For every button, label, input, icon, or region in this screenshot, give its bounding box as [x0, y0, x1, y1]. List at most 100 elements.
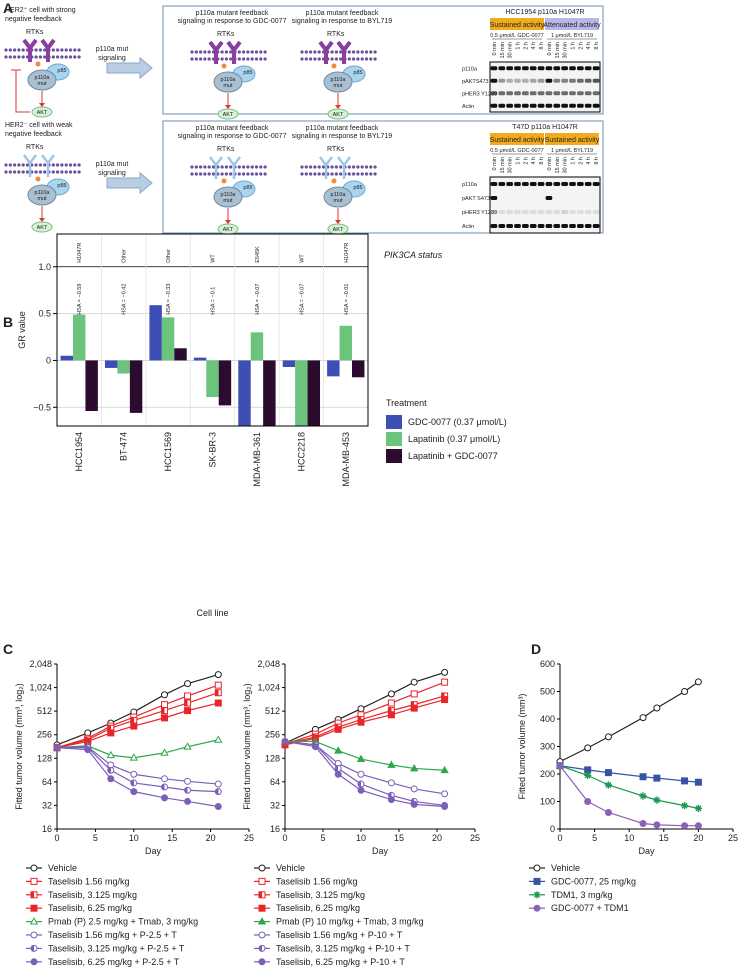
membrane	[17, 55, 21, 59]
protein-label: Actin	[462, 224, 474, 230]
membrane	[56, 163, 60, 167]
arrow-head	[39, 218, 45, 222]
membrane	[34, 55, 38, 59]
time-label: 8 h	[539, 42, 545, 50]
marker	[584, 744, 592, 752]
band	[577, 182, 584, 186]
membrane	[356, 165, 360, 169]
legend-marker	[533, 891, 541, 899]
x-tick-label: 15	[394, 833, 404, 843]
time-label: 30 min	[508, 42, 514, 59]
band	[561, 182, 568, 186]
p110	[323, 71, 353, 93]
time-label: 2 h	[578, 157, 584, 165]
membrane	[330, 172, 334, 176]
arrow-label: p110a mut	[96, 161, 129, 168]
blot	[489, 176, 601, 234]
legend-marker	[30, 904, 38, 912]
membrane	[4, 55, 8, 59]
legend-label: Taselisib 1.56 mg/kg + P-2.5 + T	[48, 930, 177, 940]
membrane	[263, 165, 267, 169]
band	[498, 78, 506, 83]
band	[529, 78, 537, 83]
diagram-label: mut	[37, 196, 47, 202]
legend-marker	[30, 891, 38, 899]
receptor	[337, 156, 351, 179]
series-line	[284, 740, 445, 808]
membrane	[199, 172, 203, 176]
band	[498, 66, 506, 71]
arrow-head	[335, 220, 341, 224]
bar	[193, 357, 207, 361]
membrane	[373, 165, 377, 169]
status-label: Other	[122, 249, 128, 263]
marker	[681, 777, 689, 785]
x-axis-label: Day	[372, 846, 389, 856]
band	[506, 224, 513, 228]
legend-swatch	[386, 432, 402, 446]
band	[577, 224, 584, 228]
panel-label: D	[531, 641, 541, 657]
membrane	[51, 48, 55, 52]
legend-label: Taselisib, 3.125 mg/kg + P-10 + T	[276, 943, 410, 953]
series-line	[559, 765, 699, 809]
membrane	[43, 55, 47, 59]
band	[490, 196, 498, 200]
treatment-label: 0.5 μmol/L GDC-0077	[490, 148, 543, 154]
phospho	[221, 63, 227, 69]
x-axis-label: Day	[145, 846, 162, 856]
membrane	[304, 50, 308, 54]
y-tick-label: 16	[270, 824, 280, 834]
y-tick-label: 1,024	[257, 683, 280, 693]
band	[537, 210, 545, 214]
phospho	[331, 178, 337, 184]
hsa-label: HSA = −0.33	[166, 284, 172, 315]
x-tick-label: 10	[356, 833, 366, 843]
panel-label: A	[3, 0, 13, 16]
band	[490, 182, 498, 186]
band	[490, 224, 498, 228]
y-tick-label: 128	[37, 753, 52, 763]
membrane	[38, 170, 43, 174]
time-label: 8 h	[594, 157, 600, 165]
big-arrow	[106, 56, 153, 80]
marker	[184, 707, 192, 715]
y-tick-label: 32	[42, 800, 52, 810]
membrane	[246, 165, 250, 169]
membrane	[304, 165, 308, 169]
membrane	[259, 50, 263, 54]
membrane	[203, 57, 207, 61]
marker	[161, 794, 169, 802]
band	[569, 224, 576, 228]
cell-diagram	[4, 154, 81, 233]
band	[522, 224, 529, 228]
protein-label: p110a	[462, 182, 478, 188]
membrane	[373, 172, 377, 176]
cell-label: negative feedback	[5, 131, 62, 138]
marker	[184, 680, 192, 688]
membrane	[330, 165, 334, 169]
legend-label: TDM1, 3 mg/kg	[551, 890, 613, 900]
protein-label: pHER3 Y1289	[462, 210, 497, 216]
diagram-label: mut	[37, 81, 47, 87]
band	[537, 182, 545, 186]
marker	[410, 690, 418, 698]
arrow-head	[225, 220, 231, 224]
plot-frame	[56, 233, 369, 427]
marker	[107, 729, 115, 737]
hsa-label: HSA = −0.01	[344, 284, 350, 315]
band	[584, 182, 592, 186]
membrane	[64, 163, 68, 167]
membrane	[51, 55, 55, 59]
marker	[183, 742, 192, 750]
rtks-label: RTKs	[26, 144, 44, 151]
band	[553, 66, 561, 71]
y-tick-label: 0.5	[38, 309, 51, 319]
time-label: 1 h	[516, 42, 522, 50]
diagram-label: AKT	[223, 227, 234, 233]
p110	[213, 186, 243, 208]
membrane	[300, 50, 304, 54]
legend-label: Lapatinib + GDC-0077	[408, 451, 498, 461]
cell-diagram	[4, 38, 81, 118]
bar	[85, 360, 98, 412]
